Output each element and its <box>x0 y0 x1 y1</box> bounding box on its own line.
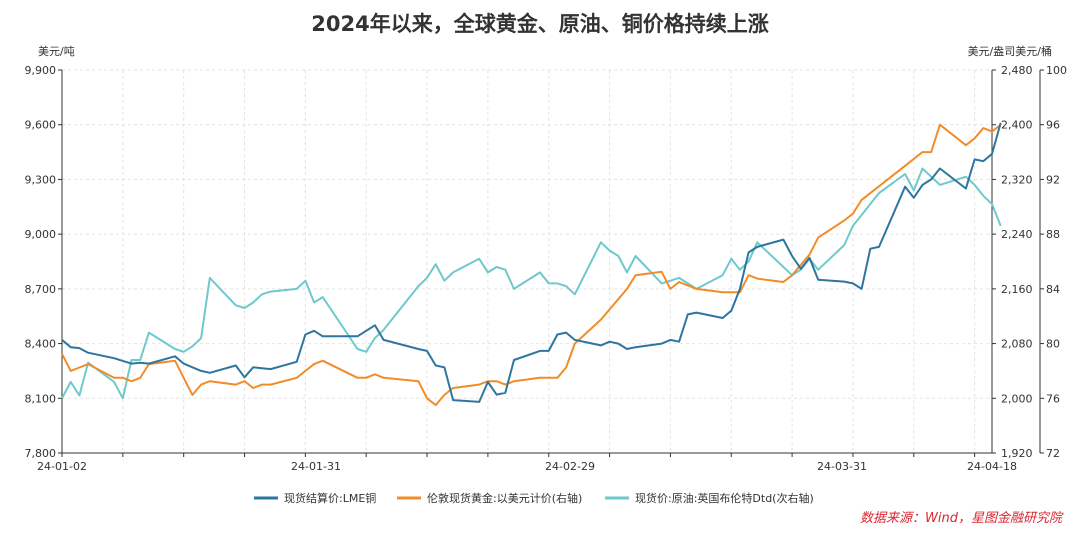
y-right2-tick-label: 92 <box>1046 173 1060 186</box>
y-left-tick-label: 8,100 <box>25 392 57 405</box>
data-source-note: 数据来源：Wind，星图金融研究院 <box>860 510 1064 526</box>
grid-lines <box>61 69 992 453</box>
series-lines <box>61 122 1002 407</box>
legend-item-copper[interactable]: 现货结算价:LME铜 <box>254 491 376 505</box>
x-tick-label: 24-03-31 <box>817 460 867 473</box>
y-left-tick-label: 8,700 <box>25 283 57 296</box>
left-axis-unit: 美元/吨 <box>38 45 75 58</box>
series-line-copper <box>61 122 1002 403</box>
y-right-tick-label: 2,480 <box>1001 64 1033 77</box>
y-right2-tick-label: 80 <box>1046 338 1060 351</box>
y-left-tick-label: 9,000 <box>25 228 57 241</box>
x-tick-label: 24-01-02 <box>37 460 87 473</box>
right-axis-unit: 美元/盎司美元/桶 <box>968 44 1052 58</box>
legend-label-oil: 现货价:原油:英国布伦特Dtd(次右轴) <box>635 491 814 505</box>
y-right2-tick-label: 100 <box>1046 64 1067 77</box>
x-tick-label: 24-01-31 <box>291 460 341 473</box>
right-axis-unit-gold: 美元/盎司 <box>968 44 1016 58</box>
y-right-tick-label: 2,320 <box>1001 173 1033 186</box>
right-axis-unit-oil: 美元/桶 <box>1015 44 1052 58</box>
chart-title: 2024年以来，全球黄金、原油、铜价格持续上涨 <box>311 12 768 36</box>
y-right2-tick-label: 76 <box>1046 392 1060 405</box>
y-left-tick-label: 9,900 <box>25 64 57 77</box>
y-right-tick-label: 2,160 <box>1001 283 1033 296</box>
x-tick-label: 24-02-29 <box>545 460 595 473</box>
y-right-tick-label: 2,080 <box>1001 338 1033 351</box>
y-right-tick-label: 2,000 <box>1001 392 1033 405</box>
legend-item-oil[interactable]: 现货价:原油:英国布伦特Dtd(次右轴) <box>605 491 814 505</box>
legend-item-gold[interactable]: 伦敦现货黄金:以美元计价(右轴) <box>397 491 582 505</box>
y-left-tick-label: 7,800 <box>25 447 57 460</box>
y-right2-tick-label: 88 <box>1046 228 1060 241</box>
y-left-tick-label: 9,600 <box>25 119 57 132</box>
legend: 现货结算价:LME铜 伦敦现货黄金:以美元计价(右轴) 现货价:原油:英国布伦特… <box>254 491 814 505</box>
tick-labels: 7,800 1,920 72 8,100 2,000 76 8,400 2,080 80 8,70… <box>25 64 1068 473</box>
x-tick-label: 24-04-18 <box>967 460 1017 473</box>
series-line-oil <box>61 167 1002 400</box>
axes <box>58 69 1044 457</box>
y-right2-tick-label: 72 <box>1046 447 1060 460</box>
legend-label-gold: 伦敦现货黄金:以美元计价(右轴) <box>427 491 582 505</box>
y-left-tick-label: 8,400 <box>25 338 57 351</box>
y-right-tick-label: 2,400 <box>1001 119 1033 132</box>
y-right2-tick-label: 84 <box>1046 283 1060 296</box>
y-right-tick-label: 1,920 <box>1001 447 1033 460</box>
legend-label-copper: 现货结算价:LME铜 <box>284 491 376 505</box>
y-right2-tick-label: 96 <box>1046 119 1060 132</box>
series-line-gold <box>61 123 1002 407</box>
y-left-tick-label: 9,300 <box>25 173 57 186</box>
y-right-tick-label: 2,240 <box>1001 228 1033 241</box>
